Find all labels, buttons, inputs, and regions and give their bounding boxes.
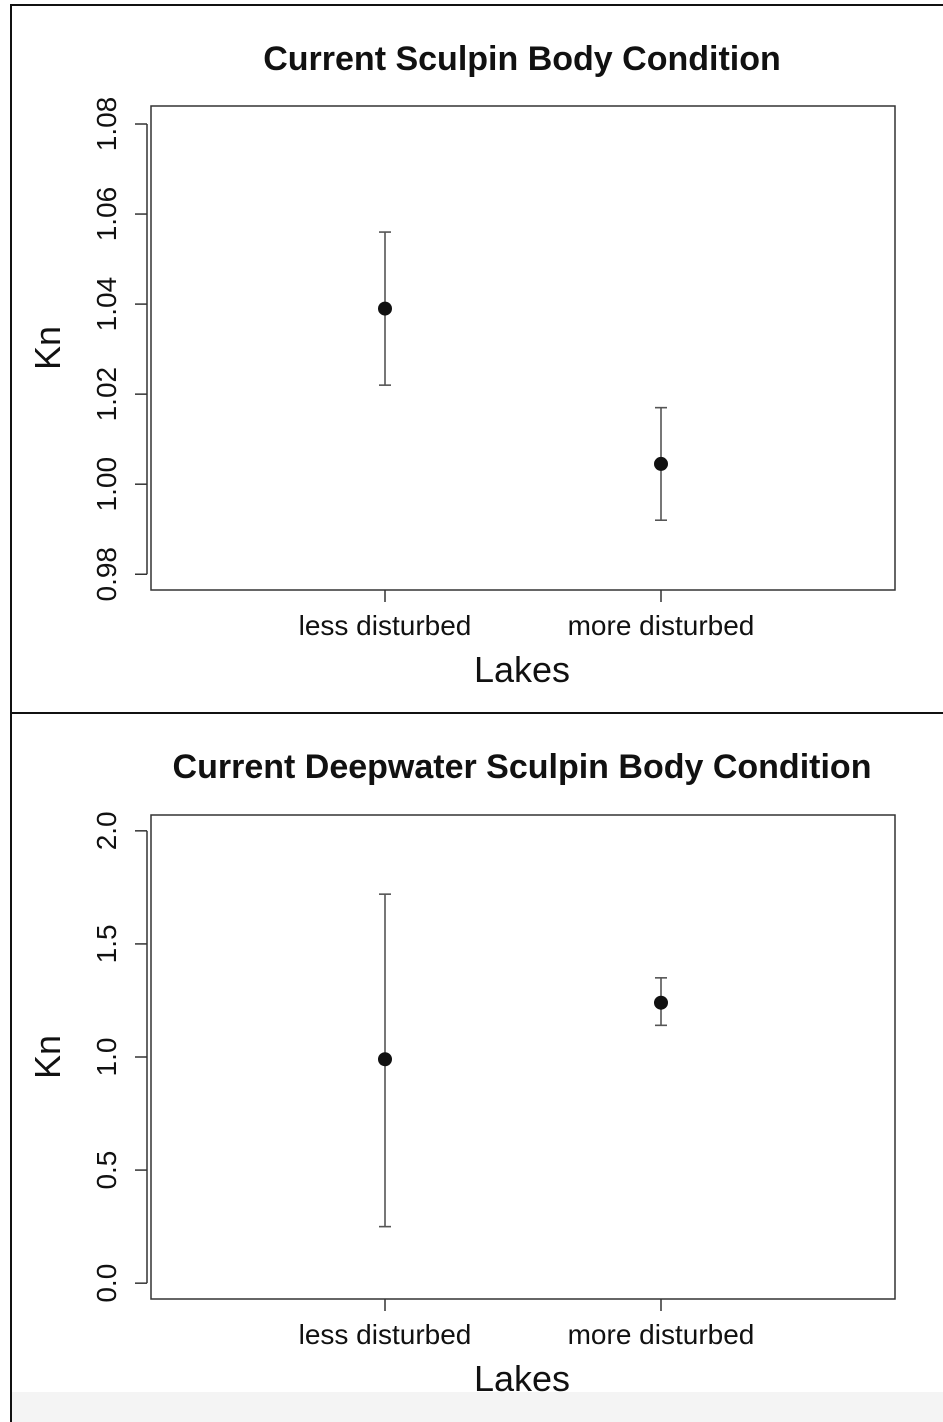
y-axis: 0.98 1.00 1.02 1.04 1.06 1.08 [91, 97, 148, 602]
y-axis-label: Kn [27, 1035, 68, 1079]
plot-frame [150, 105, 896, 591]
x-axis: less disturbed more disturbed [299, 1299, 755, 1350]
data-marks [378, 893, 668, 1228]
y-axis-label: Kn [27, 326, 68, 370]
y-tick-label: 2.0 [91, 811, 122, 850]
bottom-fade-band [12, 1392, 943, 1422]
y-tick-label: 0.0 [91, 1264, 122, 1303]
y-tick-label: 1.0 [91, 1038, 122, 1077]
panel-border-bottom [10, 712, 943, 1422]
y-tick-label: 1.00 [91, 457, 122, 512]
x-axis-label: Lakes [474, 1358, 570, 1399]
y-tick-label: 1.5 [91, 924, 122, 963]
x-tick-label: more disturbed [568, 610, 755, 641]
chart-panel-body-condition: Current Sculpin Body Condition 0.98 1.00 1… [27, 40, 896, 690]
y-tick-label: 0.5 [91, 1151, 122, 1190]
plot-frame [150, 814, 896, 1300]
chart-panel-deepwater-body-condition: Current Deepwater Sculpin Body Condition… [27, 748, 896, 1399]
data-point [378, 301, 392, 316]
data-point [654, 456, 668, 471]
x-axis: less disturbed more disturbed [299, 590, 755, 641]
y-tick-label: 1.08 [91, 97, 122, 152]
x-tick-label: less disturbed [299, 1319, 472, 1350]
y-tick-label: 0.98 [91, 547, 122, 602]
y-tick-label: 1.04 [91, 277, 122, 332]
y-tick-label: 1.06 [91, 187, 122, 242]
data-marks [378, 231, 668, 522]
chart-title: Current Sculpin Body Condition [263, 40, 781, 78]
chart-title: Current Deepwater Sculpin Body Condition [173, 748, 872, 786]
x-axis-label: Lakes [474, 649, 570, 690]
data-point [654, 995, 668, 1010]
y-axis: 0.0 0.5 1.0 1.5 2.0 [91, 811, 148, 1303]
y-tick-label: 1.02 [91, 367, 122, 422]
data-point [378, 1052, 392, 1067]
x-tick-label: less disturbed [299, 610, 472, 641]
x-tick-label: more disturbed [568, 1319, 755, 1350]
